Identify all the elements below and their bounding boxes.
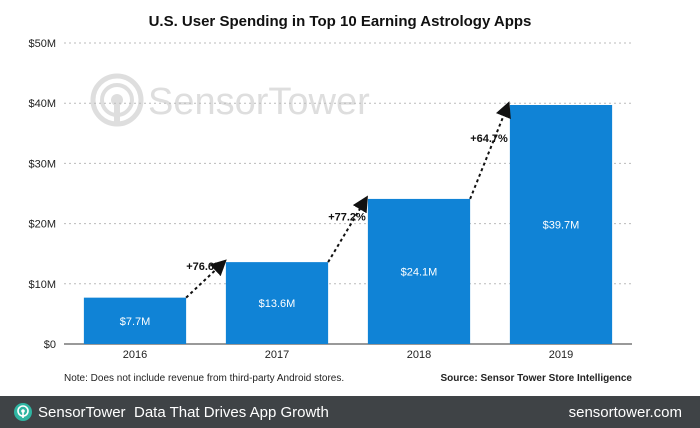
bar-value-label: $24.1M — [401, 266, 438, 278]
bar — [367, 198, 471, 344]
bar — [83, 297, 187, 344]
x-tick-label: 2017 — [265, 349, 289, 361]
chart-title: U.S. User Spending in Top 10 Earning Ast… — [149, 13, 532, 30]
footer-brand: SensorTower — [38, 404, 126, 421]
x-tick-label: 2016 — [123, 349, 147, 361]
chart-note: Note: Does not include revenue from thir… — [64, 373, 344, 384]
x-tick-label: 2018 — [407, 349, 431, 361]
y-tick-label: $40M — [28, 98, 56, 110]
y-tick-label: $50M — [28, 38, 56, 50]
bar-value-label: $39.7M — [543, 220, 580, 232]
chart-source: Source: Sensor Tower Store Intelligence — [440, 373, 632, 384]
bar — [225, 262, 329, 344]
bar-value-label: $7.7M — [120, 316, 151, 328]
growth-label: +77.2% — [328, 212, 366, 224]
growth-arrow — [469, 101, 511, 200]
y-tick-label: $30M — [28, 158, 56, 170]
footer-bar: SensorTower Data That Drives App Growth … — [0, 396, 700, 428]
sensortower-logo-icon — [14, 403, 32, 421]
footer-site-link[interactable]: sensortower.com — [568, 404, 682, 421]
chart: U.S. User Spending in Top 10 Earning Ast… — [28, 13, 632, 384]
x-tick-label: 2019 — [549, 349, 573, 361]
watermark-text: SensorTower — [148, 81, 370, 123]
y-tick-label: $10M — [28, 279, 56, 291]
y-tick-label: $20M — [28, 219, 56, 231]
footer-tagline: Data That Drives App Growth — [134, 404, 329, 421]
watermark: SensorTower — [90, 73, 370, 127]
footer-brand-part2: Tower — [85, 404, 126, 421]
footer-brand-part1: Sensor — [38, 404, 86, 421]
growth-label: +64.7% — [470, 133, 508, 145]
growth-label: +76.6% — [186, 261, 224, 273]
growth-arrow — [185, 259, 227, 299]
bar — [509, 105, 613, 344]
watermark-logo-icon — [90, 73, 144, 127]
bar-value-label: $13.6M — [259, 298, 296, 310]
y-tick-label: $0 — [44, 339, 56, 351]
growth-arrow — [327, 195, 368, 263]
